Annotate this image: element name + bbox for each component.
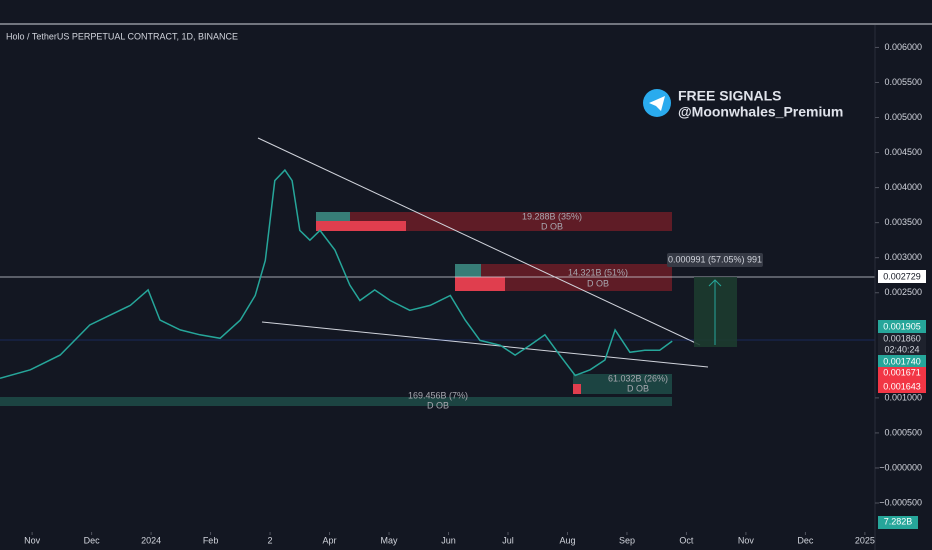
tag-box — [878, 270, 926, 283]
zone-label: 14.321B (51%) — [568, 267, 628, 277]
x-tick-label: May — [381, 535, 399, 545]
zone-type: D OB — [541, 221, 563, 231]
price-tag: 0.001860 — [883, 333, 921, 343]
measure-label: 0.000991 (57.05%) 991 — [668, 254, 762, 264]
x-tick-label: Feb — [203, 535, 219, 545]
zone-label: 61.032B (26%) — [608, 373, 668, 383]
x-tick-label: Jul — [502, 535, 514, 545]
zone-part — [316, 212, 350, 221]
zone-part — [455, 264, 481, 277]
watermark-line: FREE SIGNALS — [678, 88, 781, 104]
x-tick-label: Nov — [24, 535, 41, 545]
zone-type: D OB — [587, 278, 609, 288]
y-tick-label: 0.001000 — [884, 392, 922, 402]
y-tick-label: 0.006000 — [884, 42, 922, 52]
zone-type: D OB — [427, 400, 449, 410]
zone-type: D OB — [627, 383, 649, 393]
y-tick-label: 0.000500 — [884, 427, 922, 437]
x-tick-label: Sep — [619, 535, 635, 545]
tag-box — [878, 355, 926, 368]
chart-title: Holo / TetherUS PERPETUAL CONTRACT, 1D, … — [6, 31, 238, 41]
y-tick-label: −0.000500 — [879, 497, 922, 507]
price-tag: 0.001740 — [883, 356, 921, 366]
zone-label: 169.456B (7%) — [408, 390, 468, 400]
y-tick-label: 0.004500 — [884, 147, 922, 157]
trendline — [257, 137, 701, 346]
x-tick-label: 2024 — [141, 535, 161, 545]
countdown: 02:40:24 — [884, 344, 919, 354]
x-tick-label: Aug — [559, 535, 575, 545]
y-tick-label: 0.005500 — [884, 77, 922, 87]
volume-tag: 7.282B — [884, 516, 913, 526]
y-tick-label: 0.004000 — [884, 182, 922, 192]
zone-part — [316, 221, 406, 231]
x-tick-label: 2025 — [855, 535, 875, 545]
y-tick-label: 0.003000 — [884, 252, 922, 262]
zone — [573, 374, 672, 394]
zone-part — [455, 277, 505, 291]
x-tick-label: Jun — [441, 535, 456, 545]
x-tick-label: 2 — [268, 535, 273, 545]
x-tick-label: Oct — [679, 535, 694, 545]
tag-box — [878, 380, 926, 393]
y-tick-label: 0.005000 — [884, 112, 922, 122]
tag-box — [878, 320, 926, 333]
zone-label: 19.288B (35%) — [522, 211, 582, 221]
x-tick-label: Dec — [797, 535, 814, 545]
price-line — [0, 168, 673, 380]
tag-box — [878, 516, 918, 529]
zone — [0, 397, 672, 406]
price-tag: 0.002729 — [883, 271, 921, 281]
watermark-line: @Moonwhales_Premium — [678, 104, 843, 120]
x-tick-label: Apr — [323, 535, 337, 545]
measure-label-box — [667, 253, 763, 267]
x-tick-label: Nov — [738, 535, 755, 545]
y-tick-label: 0.003500 — [884, 217, 922, 227]
trendline — [261, 321, 709, 368]
y-tick-label: 0.002500 — [884, 287, 922, 297]
measure-arrowhead — [708, 279, 722, 287]
tag-box — [878, 367, 926, 380]
telegram-plane — [649, 96, 665, 111]
price-tag: 0.001643 — [883, 381, 921, 391]
tag-box — [878, 333, 926, 357]
zone-part — [573, 384, 581, 394]
price-tag: 0.001671 — [883, 367, 921, 377]
x-tick-label: Dec — [84, 535, 101, 545]
price-tag: 0.001905 — [883, 321, 921, 331]
y-tick-label: −0.000000 — [879, 462, 922, 472]
